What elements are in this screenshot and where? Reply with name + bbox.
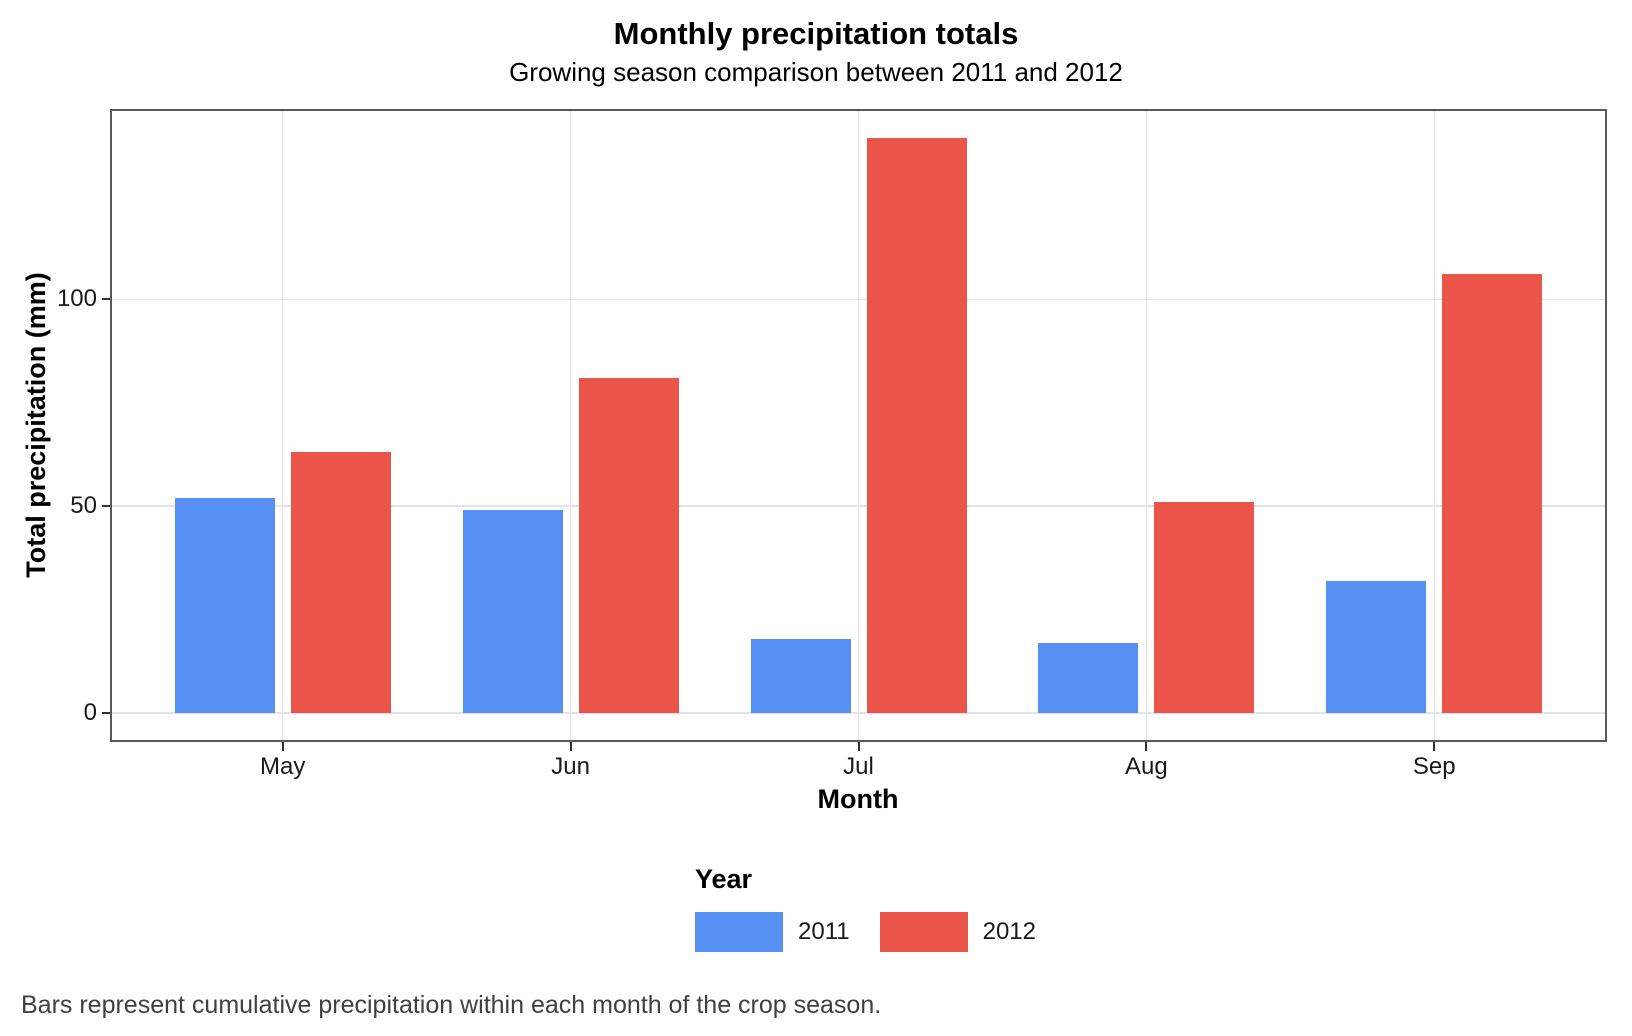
legend-item-2012: 2012 bbox=[879, 912, 1066, 952]
bar-2012-Aug bbox=[1154, 502, 1255, 714]
legend-label: 2012 bbox=[982, 918, 1036, 945]
y-tick-label: 100 bbox=[56, 285, 97, 313]
bar-2011-Sep bbox=[1326, 580, 1427, 714]
legend-item-2011: 2011 bbox=[695, 912, 880, 952]
y-tick-mark bbox=[102, 712, 110, 715]
chart-title: Monthly precipitation totals bbox=[613, 16, 1019, 51]
plot-panel bbox=[110, 109, 1607, 742]
legend-key-swatch bbox=[695, 912, 783, 952]
chart-subtitle: Growing season comparison between 2011 a… bbox=[509, 57, 1123, 87]
x-tick-label: Jun bbox=[551, 753, 590, 780]
bar-2012-Jun bbox=[578, 377, 679, 714]
legend-key-swatch bbox=[879, 912, 968, 952]
bar-2011-Aug bbox=[1038, 642, 1139, 714]
y-tick-label: 50 bbox=[70, 492, 97, 520]
x-tick-mark bbox=[569, 742, 572, 751]
legend-title: Year bbox=[695, 864, 753, 894]
bar-2011-May bbox=[174, 497, 275, 714]
chart-caption: Bars represent cumulative precipitation … bbox=[21, 991, 882, 1019]
legend-items: 2011 2012 bbox=[695, 912, 1066, 952]
v-gridline bbox=[1433, 109, 1436, 742]
y-tick-label: 0 bbox=[83, 699, 97, 727]
y-axis-title: Total precipitation (mm) bbox=[21, 272, 51, 578]
bar-2012-Jul bbox=[866, 137, 967, 714]
legend-label: 2011 bbox=[798, 918, 850, 945]
x-tick-label: Jul bbox=[843, 753, 874, 780]
x-tick-label: Aug bbox=[1125, 753, 1168, 780]
x-tick-mark bbox=[281, 742, 284, 751]
v-gridline bbox=[281, 109, 284, 742]
bar-2011-Jun bbox=[462, 510, 563, 714]
y-tick-mark bbox=[102, 298, 110, 301]
x-tick-mark bbox=[1433, 742, 1436, 751]
x-tick-mark bbox=[857, 742, 860, 751]
x-axis-title: Month bbox=[817, 784, 899, 814]
x-tick-label: Sep bbox=[1412, 753, 1456, 780]
bar-2012-May bbox=[290, 452, 391, 714]
v-gridline bbox=[857, 109, 860, 742]
bar-2011-Jul bbox=[750, 638, 851, 714]
x-tick-mark bbox=[1145, 742, 1148, 751]
y-tick-mark bbox=[102, 505, 110, 508]
bar-2012-Sep bbox=[1442, 274, 1543, 714]
v-gridline bbox=[569, 109, 572, 742]
x-tick-label: May bbox=[260, 753, 306, 780]
v-gridline bbox=[1145, 109, 1148, 742]
